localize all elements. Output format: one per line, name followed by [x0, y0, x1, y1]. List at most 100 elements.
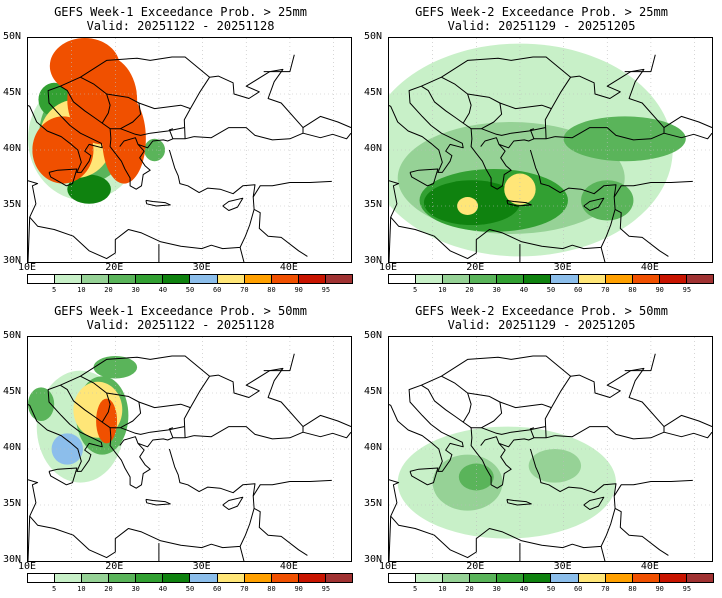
colorbar-swatch [55, 275, 83, 283]
colorbar [388, 274, 714, 284]
colorbar-label: 95 [321, 585, 331, 593]
coastline [624, 54, 656, 73]
colorbar-swatch [298, 574, 326, 582]
probability-contour [49, 38, 120, 94]
coastline [663, 431, 712, 439]
colorbar-swatch [632, 574, 660, 582]
coastline [302, 132, 351, 140]
lat-label: 45N [364, 386, 383, 397]
map-panel-p4: GEFS Week-2 Exceedance Prob. > 50mm Valid… [361, 299, 722, 598]
panel-title: GEFS Week-2 Exceedance Prob. > 25mm [415, 5, 668, 19]
colorbar-label: 5 [52, 286, 57, 294]
lat-label: 45N [3, 87, 22, 98]
panel-title: GEFS Week-1 Exceedance Prob. > 50mm [54, 304, 307, 318]
coastline [481, 102, 503, 130]
coastline [471, 426, 546, 435]
map-panel-p3: GEFS Week-1 Exceedance Prob. > 50mm Valid… [0, 299, 361, 598]
panel-valid-dates: Valid: 20251129 - 20251205 [447, 318, 636, 332]
colorbar-swatch [217, 574, 245, 582]
coastline [48, 467, 78, 486]
coastline [168, 427, 174, 438]
coastline [239, 546, 245, 561]
colorbar-swatch [470, 574, 498, 582]
lat-label: 35N [364, 199, 383, 210]
lat-label: 40N [364, 442, 383, 453]
coastline [441, 375, 552, 409]
coastline [614, 507, 669, 556]
coastline [183, 367, 304, 438]
probability-contour [96, 398, 118, 444]
probability-contour [93, 356, 138, 379]
lon-label: 10E [378, 262, 398, 273]
colorbar-swatch [136, 275, 164, 283]
lat-label: 35N [3, 498, 22, 509]
lat-label: 30N [364, 255, 383, 266]
colorbar-label: 60 [573, 585, 583, 593]
lon-label: 20E [105, 561, 124, 572]
lon-label: 20E [105, 262, 124, 273]
probability-map [388, 37, 713, 263]
colorbar [27, 573, 353, 583]
colorbar-swatch [443, 275, 471, 283]
colorbar-swatch [659, 574, 687, 582]
coastline [145, 199, 171, 207]
coastline [28, 85, 103, 173]
lat-label: 50N [364, 330, 383, 341]
colorbar-label: 20 [104, 585, 113, 593]
probability-contour [51, 433, 83, 465]
coastline [28, 149, 256, 260]
colorbar-label: 95 [682, 585, 692, 593]
coastline [409, 467, 439, 486]
coastline [120, 102, 142, 130]
colorbar-label: 40 [158, 286, 168, 294]
colorbar-swatch [217, 275, 245, 283]
colorbar-label: 80 [267, 286, 276, 294]
map-canvas [389, 337, 712, 561]
probability-contour [102, 94, 146, 184]
colorbar-swatch [605, 574, 633, 582]
colorbar-label: 20 [465, 286, 474, 294]
probability-contour [504, 173, 536, 205]
coastline [193, 127, 304, 141]
lon-label: 20E [466, 561, 485, 572]
colorbar-swatch [298, 275, 326, 283]
coastline [145, 498, 171, 506]
colorbar-label: 95 [682, 286, 692, 294]
colorbar-swatch [389, 275, 417, 283]
lon-label: 40E [279, 561, 298, 572]
coastline [302, 431, 351, 439]
lon-label: 10E [17, 561, 37, 572]
colorbar-label: 30 [131, 286, 140, 294]
colorbar-swatch [389, 574, 417, 582]
lat-label: 45N [364, 87, 383, 98]
colorbar-label: 90 [294, 286, 303, 294]
colorbar-swatch [163, 574, 191, 582]
probability-contour [397, 426, 616, 539]
coastline [60, 384, 195, 489]
coastline [506, 498, 532, 506]
probability-contour [144, 138, 166, 162]
coastline [554, 426, 665, 440]
coastline [613, 479, 693, 497]
coastline [168, 128, 174, 139]
coastline [663, 414, 712, 428]
colorbar-label: 70 [240, 585, 249, 593]
colorbar-label: 70 [601, 585, 610, 593]
coastline [389, 217, 392, 262]
probability-contour [67, 174, 111, 204]
colorbar-label: 80 [628, 286, 637, 294]
colorbar-label: 10 [438, 286, 447, 294]
lon-label: 10E [17, 262, 37, 273]
coastline [544, 68, 665, 139]
lat-label: 30N [364, 554, 383, 565]
panel-title: GEFS Week-2 Exceedance Prob. > 50mm [415, 304, 668, 318]
coastline [554, 127, 665, 141]
lat-label: 30N [3, 554, 22, 565]
coastline [389, 448, 617, 559]
coastline [481, 401, 503, 429]
coastline [193, 426, 304, 440]
lon-label: 30E [192, 262, 211, 273]
colorbar-swatch [605, 275, 633, 283]
coastline [583, 496, 605, 510]
colorbar-swatch [109, 574, 137, 582]
